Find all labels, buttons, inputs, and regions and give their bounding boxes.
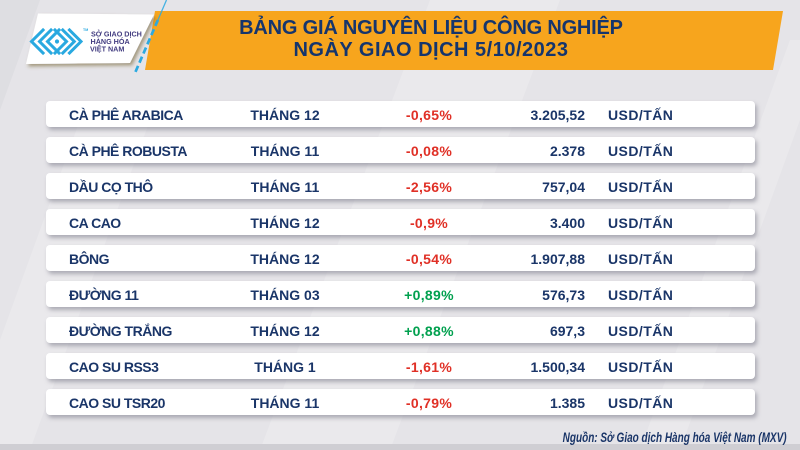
svg-text:SỞ GIAO DỊCH: SỞ GIAO DỊCH [91, 29, 142, 38]
svg-text:HÀNG HÓA: HÀNG HÓA [91, 37, 130, 46]
svg-text:VIỆT NAM: VIỆT NAM [90, 44, 124, 53]
svg-text:TM: TM [83, 28, 88, 32]
